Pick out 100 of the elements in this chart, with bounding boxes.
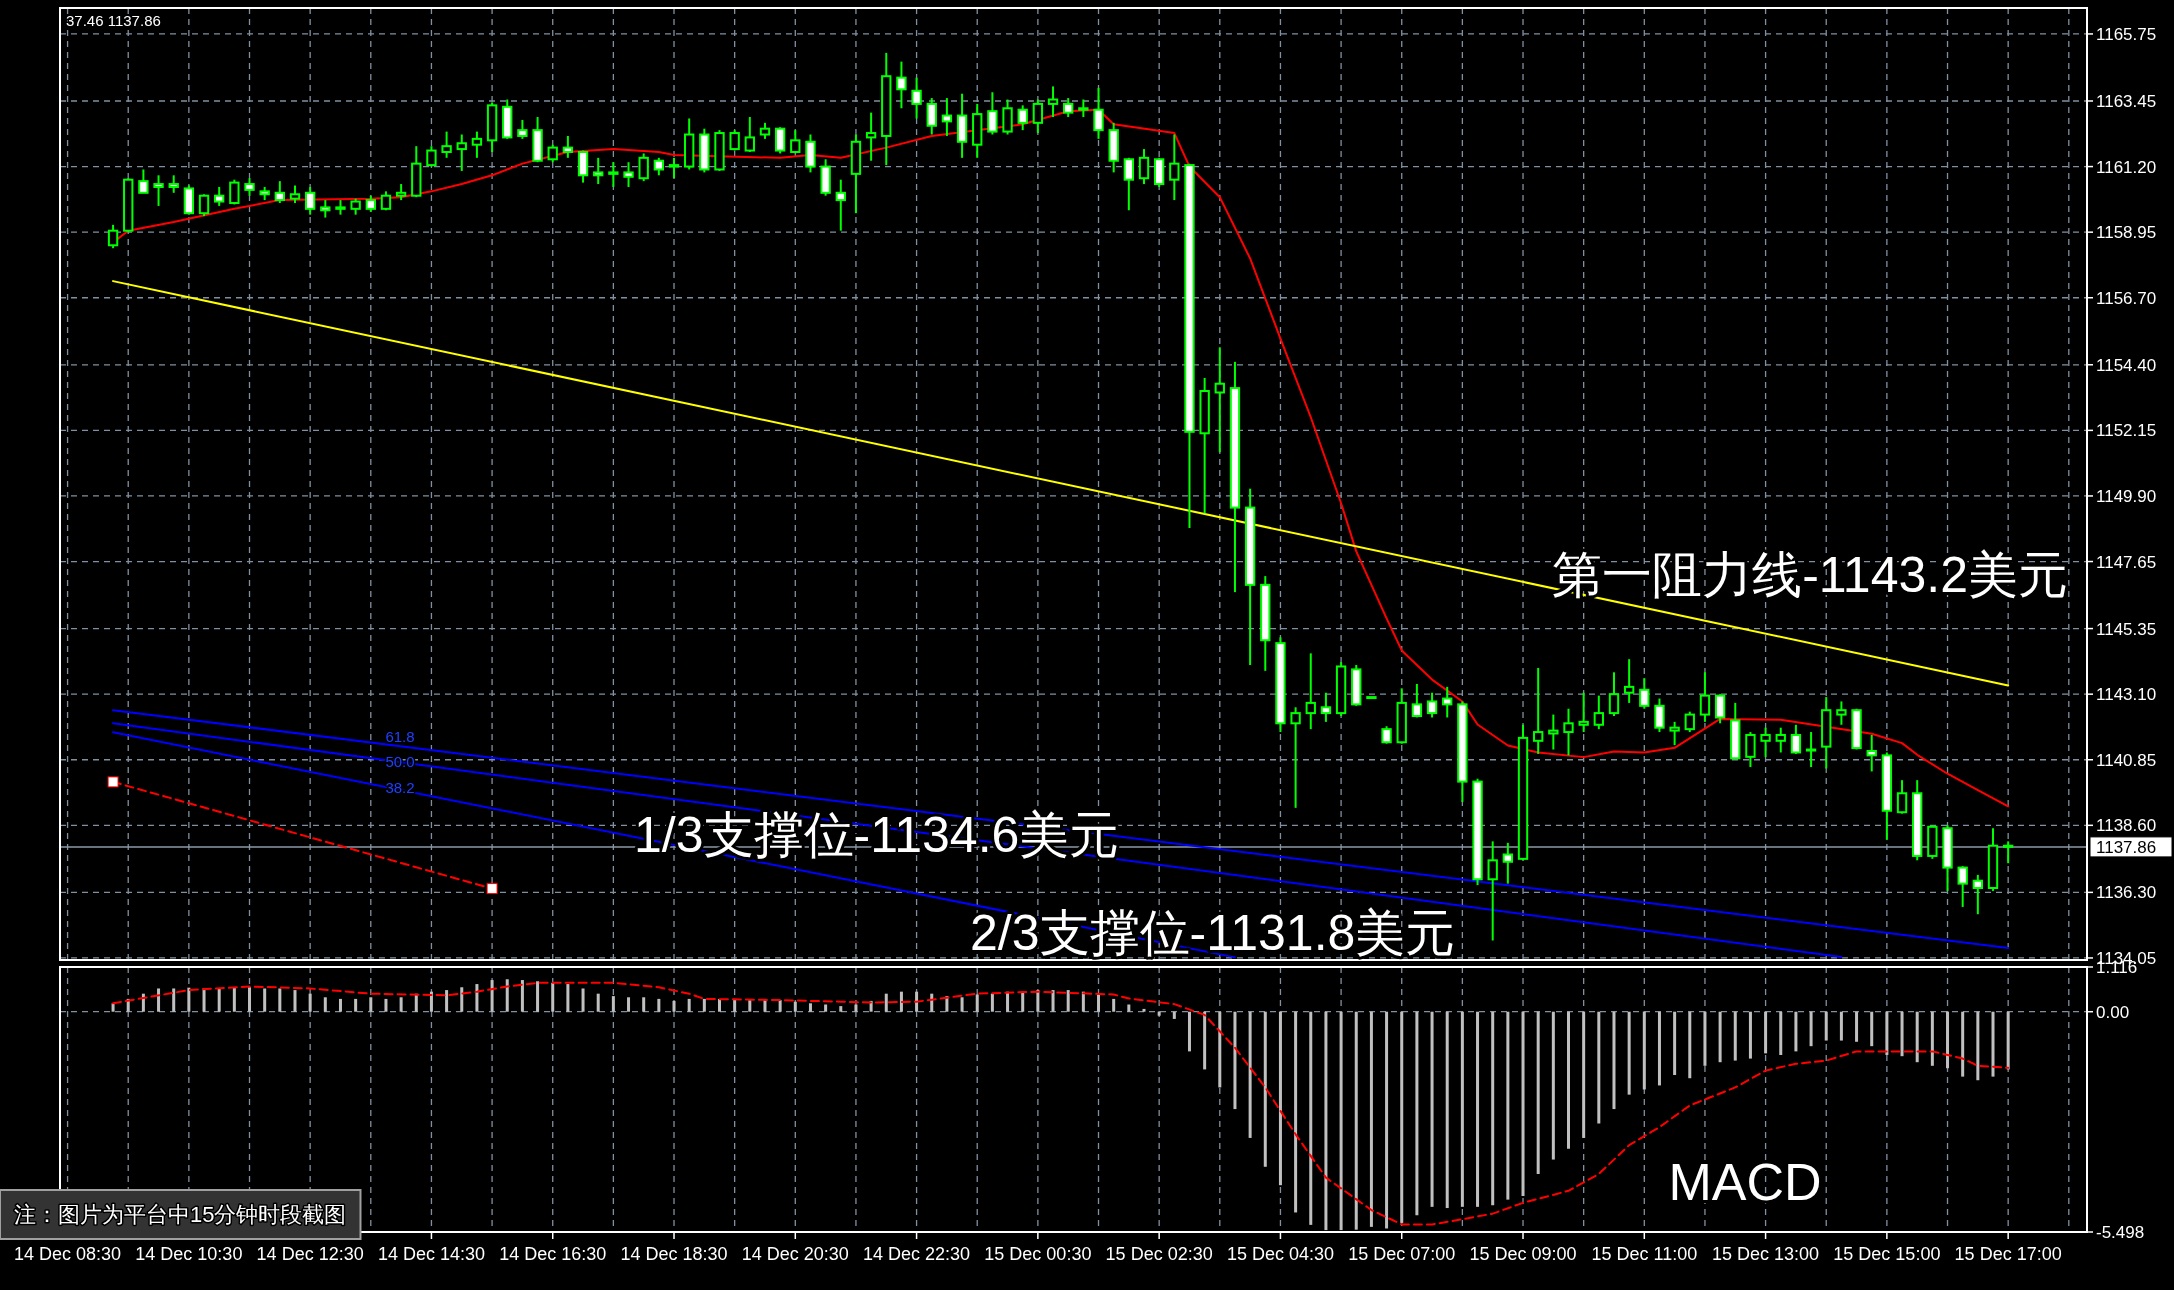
bar (354, 998, 358, 1012)
bar (824, 1004, 828, 1012)
annotation: 37.46 1137.86 (66, 12, 161, 29)
x-tick-label: 15 Dec 07:00 (1348, 1244, 1456, 1264)
x-tick-label: 14 Dec 08:30 (14, 1244, 122, 1264)
bar (854, 1004, 858, 1012)
bar (1248, 1011, 1252, 1138)
bar (551, 982, 555, 1012)
bar (1203, 1011, 1207, 1070)
x-tick-label: 15 Dec 00:30 (984, 1244, 1092, 1264)
bar (1597, 1011, 1601, 1124)
ref-line-label: 1137.86 (2096, 837, 2157, 857)
bar (990, 993, 994, 1012)
candlestick (562, 134, 574, 159)
bar (505, 979, 509, 1012)
bar (778, 1000, 782, 1012)
bar (1733, 1011, 1737, 1061)
candlestick (1745, 731, 1756, 769)
annotation: 61.8 (385, 728, 415, 745)
bar (263, 988, 267, 1012)
bar (1718, 1011, 1722, 1063)
candlestick (107, 223, 119, 250)
candlestick (926, 97, 937, 136)
candlestick (198, 193, 210, 218)
bar (1991, 1011, 1995, 1077)
candlestick (1305, 652, 1316, 731)
candlestick (1790, 723, 1802, 755)
candlestick (471, 130, 483, 159)
bar (217, 988, 221, 1012)
bar (384, 998, 388, 1012)
bar (1157, 1011, 1161, 1016)
bar (1961, 1011, 1965, 1077)
bar (399, 997, 403, 1012)
bar (1506, 1011, 1510, 1200)
x-tick-label: 14 Dec 16:30 (499, 1244, 607, 1264)
bar (1930, 1011, 1934, 1066)
x-tick-label: 15 Dec 09:00 (1469, 1244, 1577, 1264)
candlestick (304, 185, 316, 216)
bar (748, 1000, 752, 1012)
candlestick (1760, 726, 1771, 758)
bar (369, 997, 373, 1012)
bar (884, 993, 888, 1012)
bar (581, 988, 585, 1012)
candlestick (274, 180, 285, 205)
candlestick (1654, 697, 1665, 734)
candlestick (577, 149, 589, 184)
bar (460, 987, 464, 1012)
candlestick (865, 111, 877, 162)
bar (1855, 1011, 1859, 1042)
bar (475, 984, 479, 1012)
y-tick-label: 0.00 (2096, 1002, 2130, 1022)
bar (1612, 1011, 1616, 1110)
bar (1703, 1011, 1707, 1066)
bar (1097, 994, 1101, 1012)
candlestick (1714, 693, 1726, 725)
bar (1642, 1011, 1646, 1090)
bar (1764, 1011, 1768, 1054)
y-tick-label: 1156.70 (2096, 288, 2157, 308)
bar (445, 990, 449, 1012)
candlestick (987, 91, 998, 136)
bar (323, 997, 327, 1012)
candlestick (896, 60, 907, 110)
x-tick-label: 15 Dec 17:00 (1954, 1244, 2062, 1264)
bar (1794, 1011, 1798, 1052)
bar (1385, 1011, 1389, 1229)
candlestick (1169, 133, 1180, 202)
x-tick-label: 14 Dec 10:30 (135, 1244, 243, 1264)
candlestick (1578, 691, 1589, 734)
y-tick-label: 1149.90 (2096, 486, 2157, 506)
bar (1172, 1011, 1176, 1019)
bar (1218, 1011, 1222, 1088)
bar (733, 998, 737, 1012)
candlestick (668, 156, 680, 180)
bar (611, 996, 615, 1012)
y-tick-label: 1138.60 (2096, 816, 2157, 836)
bar (702, 998, 706, 1012)
bar (1324, 1011, 1328, 1231)
candlestick (1320, 691, 1332, 723)
candlestick (1138, 148, 1150, 186)
candlestick (729, 129, 740, 152)
bar (1491, 1011, 1495, 1206)
candlestick (835, 178, 846, 232)
bar (202, 988, 206, 1012)
bar (2006, 1011, 2010, 1070)
candlestick (1047, 85, 1059, 119)
candlestick (1836, 700, 1847, 726)
bar (1233, 1011, 1237, 1110)
bar (278, 988, 282, 1012)
bar (1445, 1011, 1449, 1209)
bar (1809, 1011, 1813, 1047)
bar (172, 988, 176, 1012)
bar (1536, 1011, 1540, 1174)
candlestick (1214, 346, 1225, 454)
candlestick (623, 161, 634, 188)
x-tick-label: 15 Dec 11:00 (1591, 1244, 1698, 1264)
candlestick (1639, 677, 1650, 710)
candlestick (1017, 104, 1028, 132)
bar (1066, 990, 1070, 1012)
bar (1779, 1011, 1783, 1055)
bar (1460, 1011, 1464, 1207)
